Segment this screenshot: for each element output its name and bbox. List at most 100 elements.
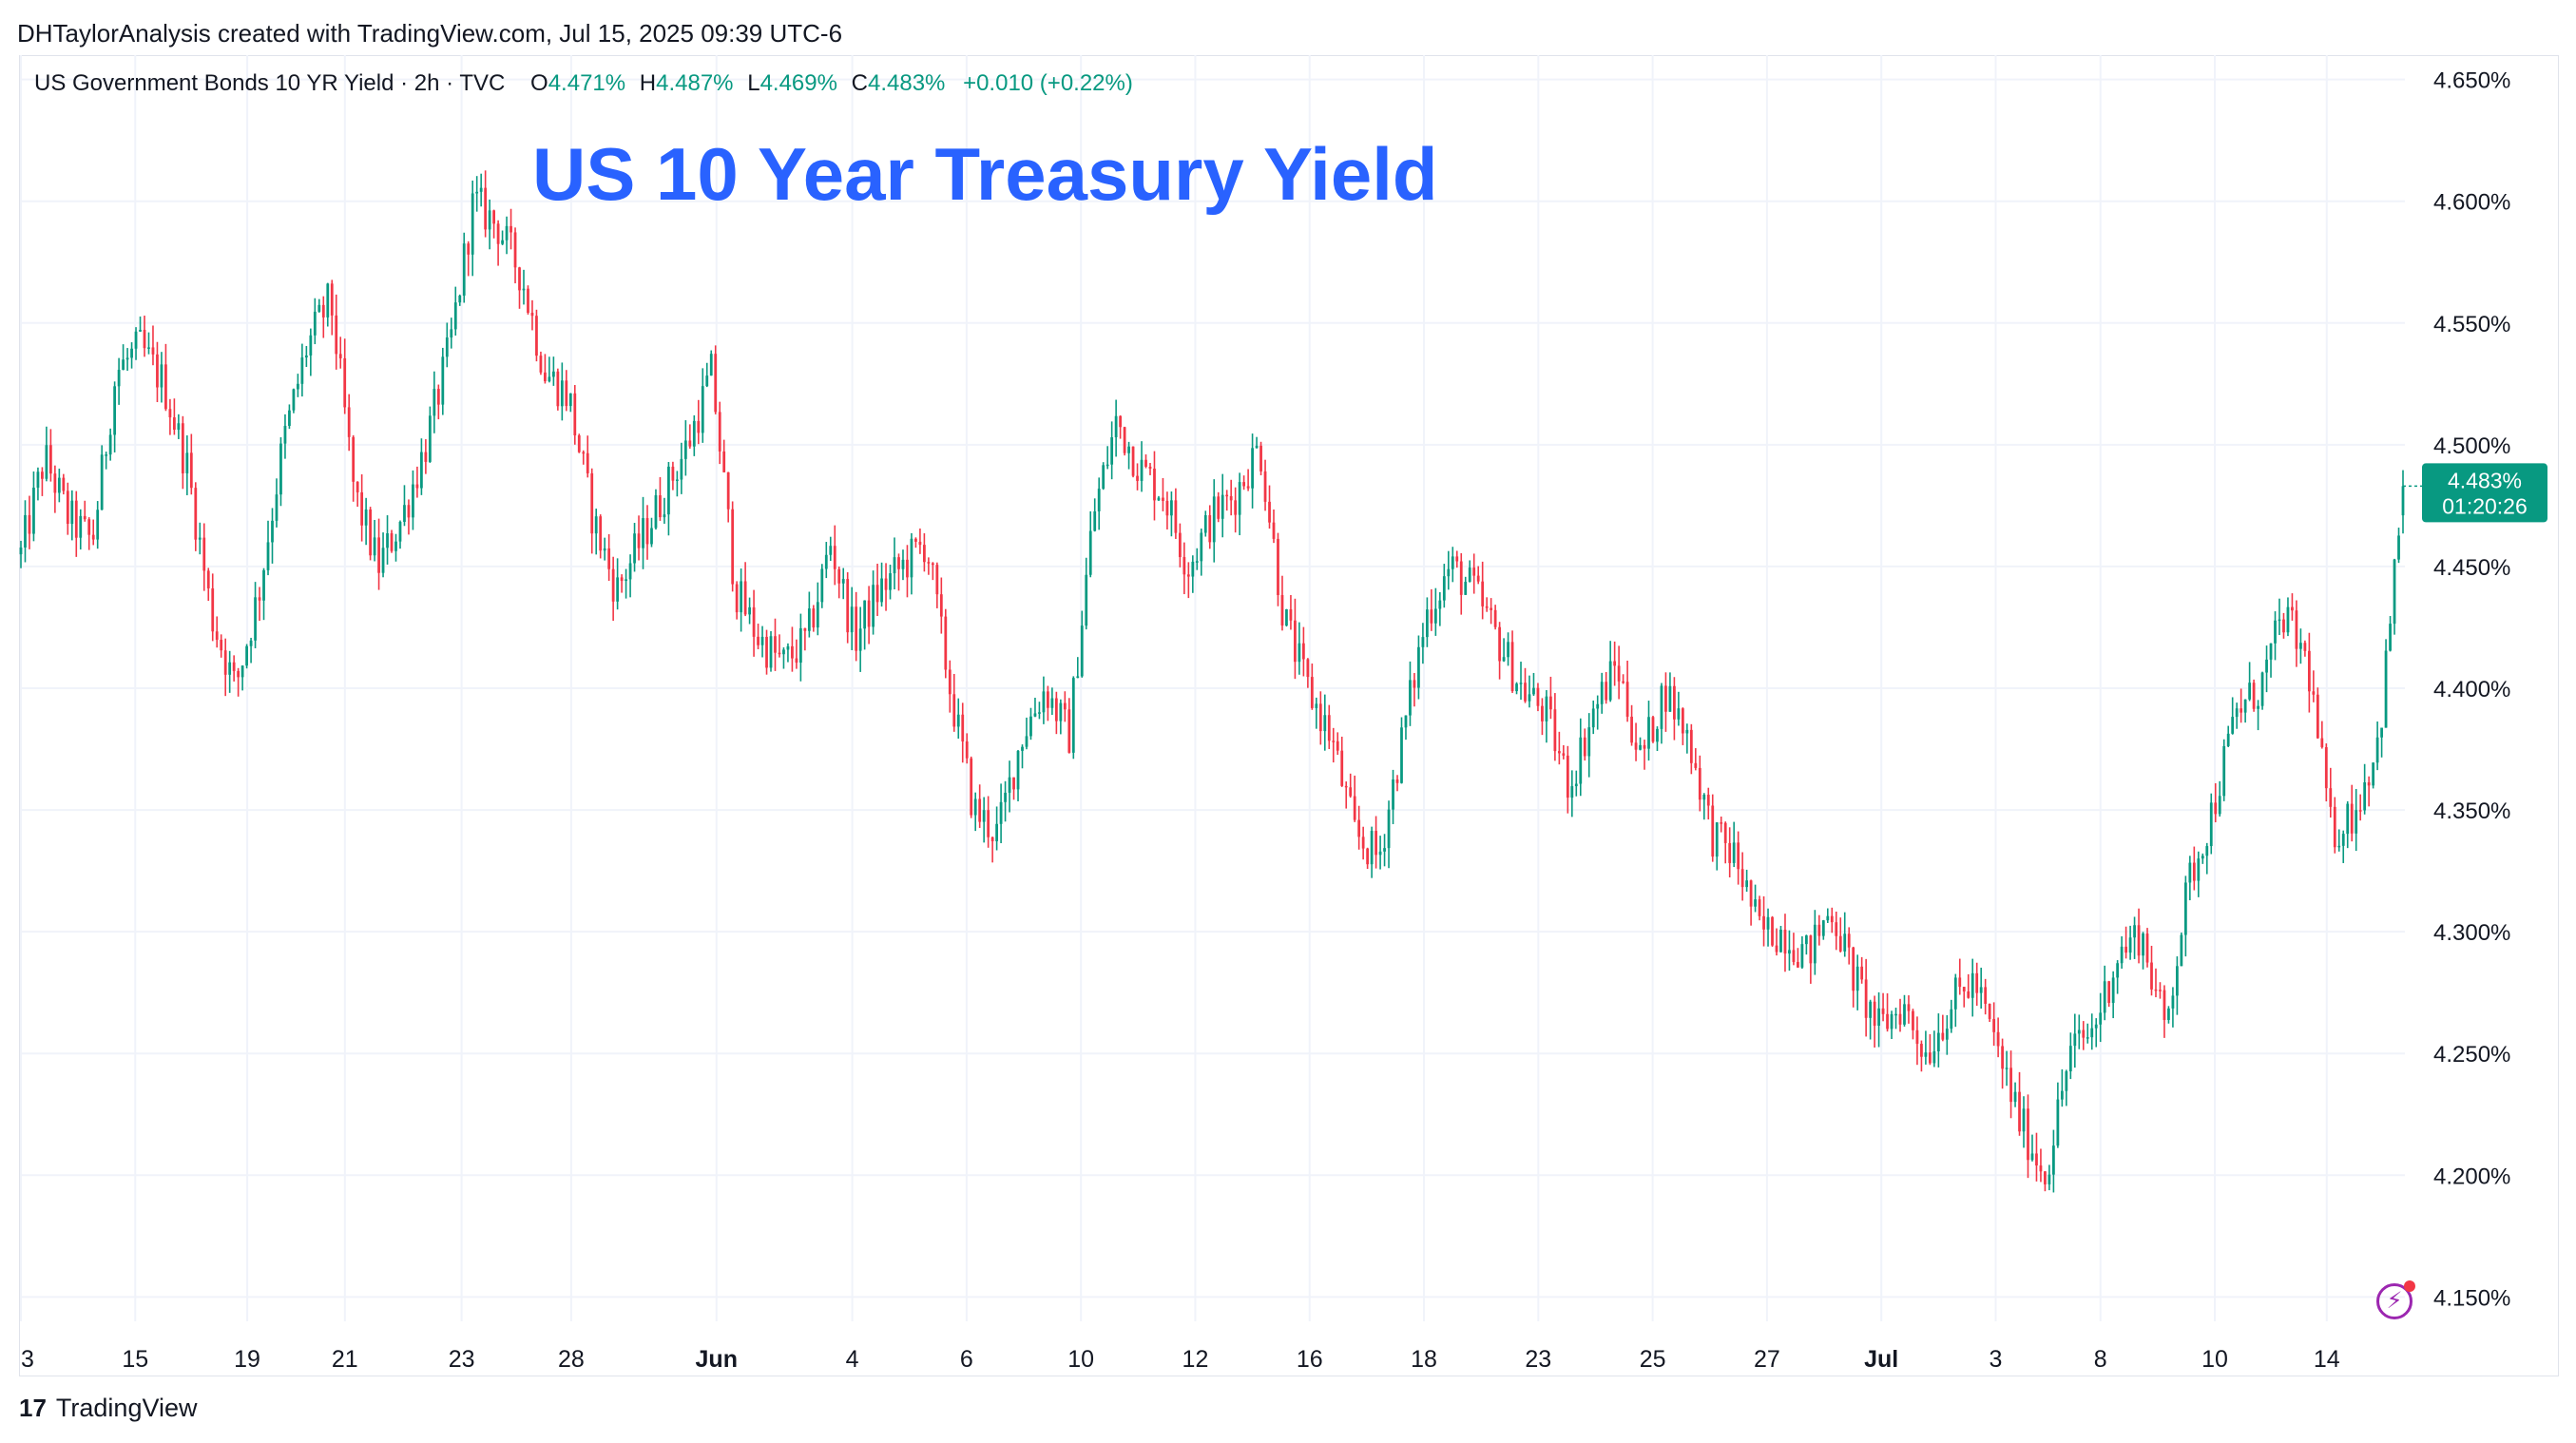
candle-body [650, 528, 653, 545]
candle-body [923, 545, 926, 563]
chart-pane[interactable] [19, 55, 2559, 1376]
candle-body [2145, 933, 2149, 963]
candle-body [910, 538, 913, 578]
legend-symbol[interactable]: US Government Bonds 10 YR Yield · 2h · T… [34, 70, 506, 96]
candle-body [956, 714, 960, 727]
candle-body [1694, 762, 1698, 768]
candle-body [189, 452, 193, 489]
candle-body [1647, 717, 1650, 749]
candle-body [48, 445, 52, 474]
candle-body [266, 542, 270, 570]
candle-body [1698, 767, 1701, 800]
candle-body [2107, 981, 2111, 1004]
candle-body [1898, 1013, 1902, 1025]
candle-body [373, 537, 376, 556]
tradingview-brand: TradingView [55, 1394, 198, 1422]
candle-body [2257, 705, 2259, 709]
candle-body [1958, 977, 1962, 988]
candle-body [2111, 977, 2115, 1004]
candle-body [1950, 1009, 1953, 1029]
candle-body [1524, 683, 1527, 702]
candle-body [1967, 991, 1970, 998]
candle-body [616, 577, 620, 602]
candle-body [237, 670, 240, 678]
candle-body [637, 533, 641, 548]
candle-body [245, 645, 248, 666]
candle-body [1246, 486, 1250, 489]
candle-body [70, 500, 74, 525]
candle-body [2192, 862, 2196, 881]
candle-body [918, 541, 922, 546]
candle-body [1864, 979, 1868, 1018]
candle-body [1740, 869, 1744, 888]
candle-body [1553, 709, 1557, 752]
lightning-bolt-icon[interactable]: ⚡ [2376, 1280, 2415, 1319]
candle-body [1336, 741, 1339, 751]
candle-body [757, 636, 759, 645]
candle-body [1557, 751, 1561, 754]
candle-body [1574, 783, 1578, 787]
candle-body [300, 357, 304, 384]
candle-body [663, 514, 666, 518]
candle-body [2401, 486, 2405, 516]
x-tick-label: Jul [1864, 1346, 1898, 1373]
candle-body [1622, 681, 1624, 683]
candle-body [1025, 736, 1028, 747]
candle-body [1817, 924, 1821, 936]
candle-body [177, 423, 181, 431]
candle-body [760, 636, 764, 645]
legend-low: 4.469% [759, 70, 837, 96]
candle-body [36, 471, 40, 489]
x-tick-label: 3 [21, 1346, 34, 1373]
candle-body [2307, 650, 2311, 692]
candle-body [509, 225, 512, 233]
candle-body [846, 579, 850, 633]
candle-body [1984, 987, 1988, 1004]
candle-body [156, 354, 159, 388]
chart-credit: DHTaylorAnalysis created with TradingVie… [17, 19, 843, 48]
candle-body [2116, 963, 2120, 978]
candle-body [982, 810, 986, 822]
candle-body [1301, 643, 1305, 660]
candle-body [1689, 729, 1693, 763]
candle-body [258, 597, 261, 601]
candle-body [45, 445, 48, 479]
candle-body [1332, 741, 1336, 742]
candle-body [1131, 446, 1135, 476]
candle-body [1600, 682, 1604, 704]
candle-body [2128, 937, 2132, 953]
candle-body [1596, 703, 1600, 709]
candle-body [1119, 415, 1123, 428]
candle-body [134, 331, 138, 349]
candle-body [590, 472, 594, 534]
candle-body [1047, 691, 1049, 708]
candle-body [2389, 624, 2392, 651]
candle-body [1510, 642, 1514, 692]
candle-body [1238, 482, 1241, 515]
x-tick-label: 8 [2094, 1346, 2107, 1373]
candle-body [1298, 643, 1301, 663]
candle-body [582, 452, 586, 454]
candle-body [479, 187, 483, 192]
candle-body [390, 533, 394, 551]
candle-body [117, 370, 121, 387]
candle-body [1195, 561, 1199, 563]
candle-body [1340, 750, 1344, 786]
candle-body [2235, 708, 2239, 718]
candle-body [492, 210, 496, 224]
candle-body [1447, 568, 1451, 577]
candle-body [2068, 1046, 2072, 1072]
candle-body [2154, 989, 2158, 991]
candle-body [1651, 717, 1655, 742]
candle-body [1545, 696, 1548, 722]
legend-low-label: L [747, 70, 760, 96]
candle-body [1813, 924, 1817, 964]
candle-body [812, 608, 816, 628]
candle-body [2133, 925, 2136, 938]
candle-body [32, 488, 35, 534]
candle-body [2393, 559, 2396, 625]
candle-body [824, 554, 828, 569]
candle-body [113, 386, 117, 435]
tradingview-footer[interactable]: 17 TradingView [19, 1394, 198, 1423]
